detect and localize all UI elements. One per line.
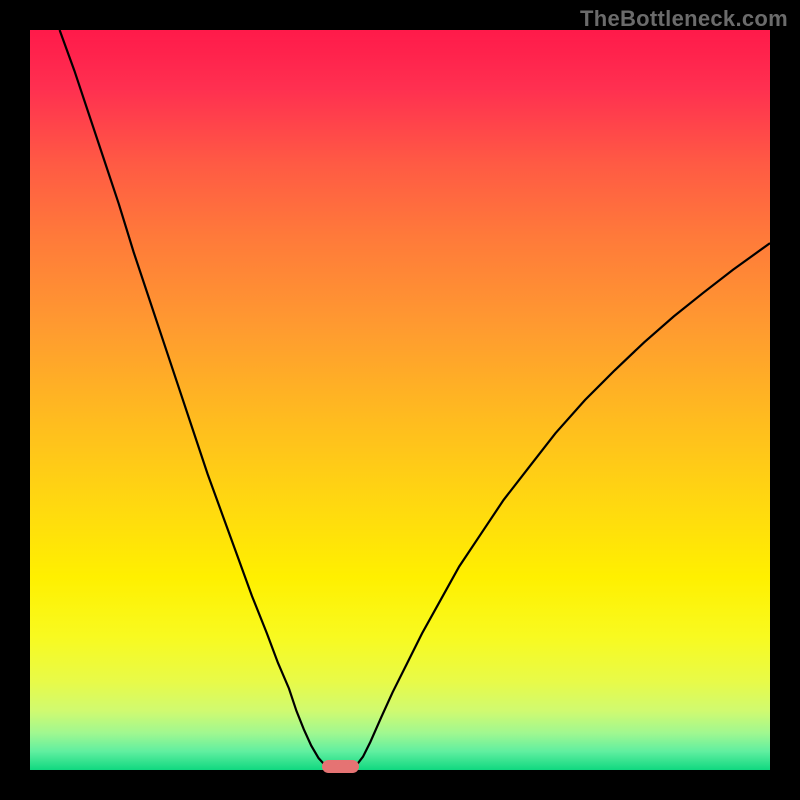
optimal-region-marker [322,760,359,773]
plot-area [30,30,770,770]
curve-svg [30,30,770,770]
bottleneck-curve [60,30,770,770]
watermark-text: TheBottleneck.com [580,6,788,32]
